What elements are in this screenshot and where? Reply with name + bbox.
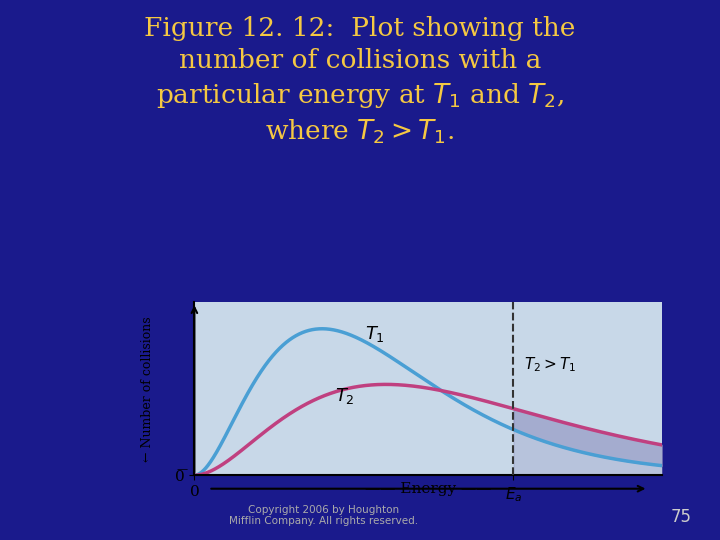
Text: ← Number of collisions: ← Number of collisions (141, 316, 154, 462)
Text: Copyright 2006 by Houghton
Mifflin Company. All rights reserved.: Copyright 2006 by Houghton Mifflin Compa… (230, 505, 418, 526)
Text: —: — (176, 464, 187, 474)
Text: Figure 12. 12:  Plot showing the
number of collisions with a
particular energy a: Figure 12. 12: Plot showing the number o… (144, 16, 576, 146)
Text: $T_1$: $T_1$ (364, 324, 384, 344)
Text: —— Energy ——: —— Energy —— (365, 482, 492, 496)
Text: $T_2 > T_1$: $T_2 > T_1$ (524, 356, 577, 374)
Text: $T_2$: $T_2$ (335, 386, 354, 406)
Text: 75: 75 (670, 509, 691, 526)
